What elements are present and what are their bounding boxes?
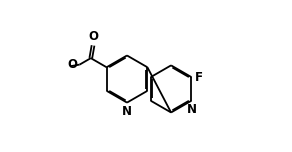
Text: F: F	[195, 71, 203, 84]
Text: N: N	[187, 103, 197, 116]
Text: O: O	[67, 58, 77, 71]
Text: N: N	[122, 105, 132, 118]
Text: O: O	[88, 30, 98, 43]
